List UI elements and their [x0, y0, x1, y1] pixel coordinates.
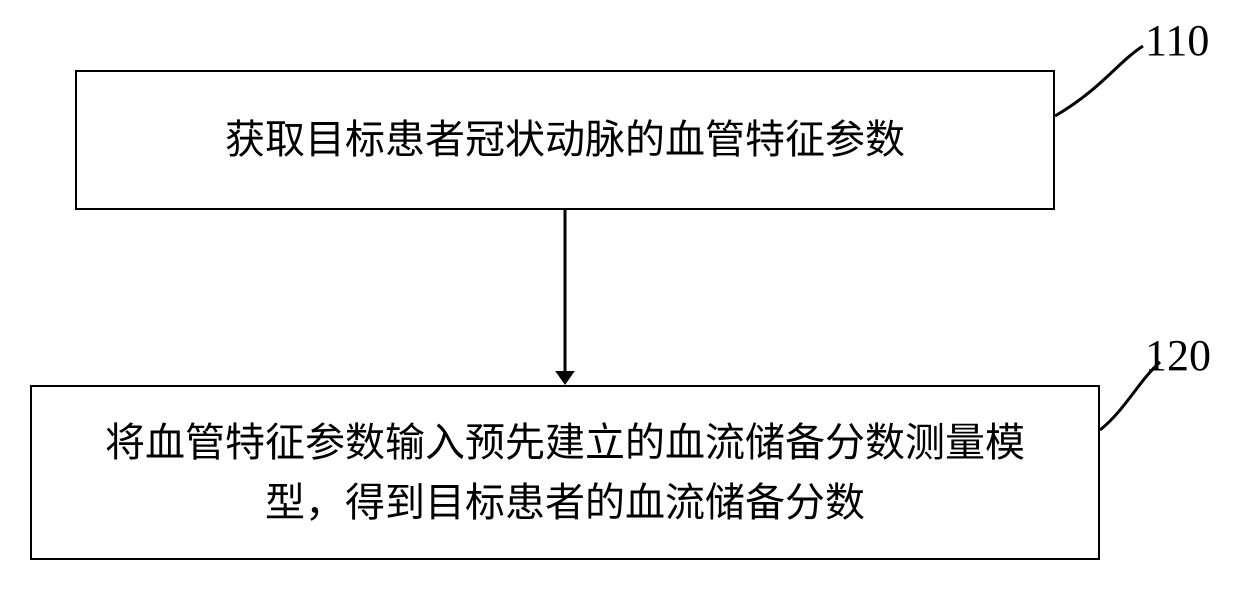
flow-node-text: 将血管特征参数输入预先建立的血流储备分数测量模型，得到目标患者的血流储备分数 — [72, 413, 1058, 533]
flow-node-text: 获取目标患者冠状动脉的血管特征参数 — [225, 110, 905, 170]
flow-node-box1: 获取目标患者冠状动脉的血管特征参数 — [75, 70, 1055, 210]
leader-leader1 — [1055, 46, 1143, 116]
ref-label-lbl2: 120 — [1145, 330, 1211, 381]
flow-node-box2: 将血管特征参数输入预先建立的血流储备分数测量模型，得到目标患者的血流储备分数 — [30, 385, 1100, 560]
ref-label-lbl1: 110 — [1145, 15, 1209, 66]
arrow-arrow1 — [555, 210, 575, 385]
